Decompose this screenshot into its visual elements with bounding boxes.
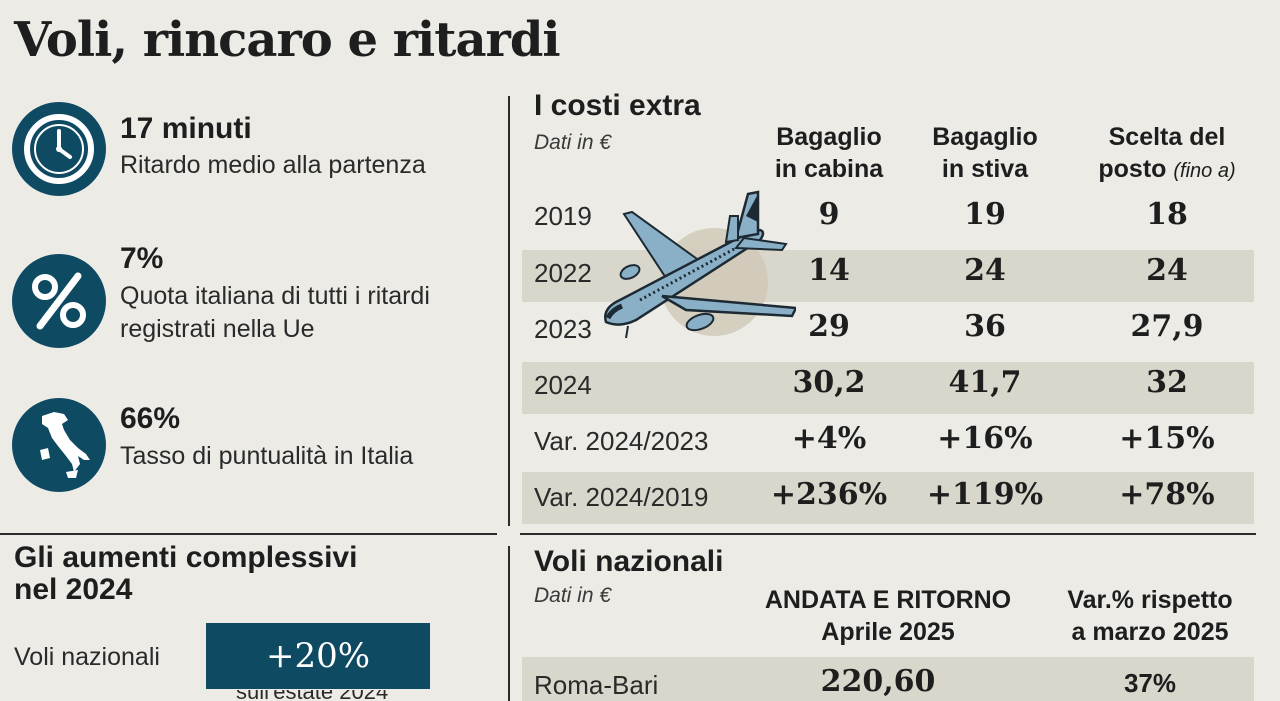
horizontal-divider xyxy=(0,533,497,535)
vertical-divider xyxy=(508,546,510,701)
table-cell: +236% xyxy=(770,477,888,512)
table-cell: +4% xyxy=(791,421,867,456)
table-cell: 29 xyxy=(808,309,850,344)
costs-title: I costi extra xyxy=(534,89,701,122)
row-label: 2024 xyxy=(534,370,592,400)
nazionali-title: Voli nazionali xyxy=(534,545,724,578)
table-cell: 32 xyxy=(1146,365,1188,400)
column-header-andata-ritorno: ANDATA E RITORNO Aprile 2025 xyxy=(764,586,1012,646)
aumenti-label: Voli nazionali xyxy=(14,643,160,671)
page-title: Voli, rincaro e ritardi xyxy=(14,12,561,68)
table-cell: 19 xyxy=(964,197,1006,232)
table-cell: 24 xyxy=(1146,253,1188,288)
stat-value: 17 minuti xyxy=(120,112,252,145)
column-header-cabina: Bagaglio in cabina xyxy=(774,123,884,183)
table-cell: 24 xyxy=(964,253,1006,288)
vertical-divider xyxy=(508,96,510,526)
aumenti-note: sull'estate 2024 xyxy=(236,690,388,701)
table-cell: 9 xyxy=(818,197,840,232)
table-cell: +16% xyxy=(937,421,1033,456)
row-label: 2022 xyxy=(534,258,592,288)
table-cell: 18 xyxy=(1146,197,1188,232)
table-cell: +119% xyxy=(926,477,1044,512)
stat-description: Quota italiana di tutti i ritardi regist… xyxy=(120,282,430,343)
price-cell: 220,60 xyxy=(820,664,936,699)
row-label: 2023 xyxy=(534,314,592,344)
nazionali-subtitle: Dati in € xyxy=(534,584,612,607)
table-row-band xyxy=(522,472,1254,524)
costs-subtitle: Dati in € xyxy=(534,131,612,154)
stat-value: 7% xyxy=(120,242,164,275)
italy-map-icon xyxy=(12,398,106,492)
table-cell: 27,9 xyxy=(1130,309,1204,344)
percent-icon xyxy=(12,254,106,348)
column-header-variazione: Var.% rispetto a marzo 2025 xyxy=(1067,586,1233,646)
column-header-posto: Scelta del posto (fino a) xyxy=(1098,123,1236,183)
table-cell: 30,2 xyxy=(792,365,866,400)
table-cell: 41,7 xyxy=(948,365,1022,400)
table-cell: +78% xyxy=(1119,477,1215,512)
table-cell: 14 xyxy=(808,253,850,288)
aumenti-title: Gli aumenti complessivi nel 2024 xyxy=(14,541,358,606)
table-row-band xyxy=(522,657,1254,701)
table-cell: +15% xyxy=(1119,421,1215,456)
row-label: 2019 xyxy=(534,201,592,231)
stat-description: Tasso di puntualità in Italia xyxy=(120,442,414,470)
route-label: Roma-Bari xyxy=(534,670,659,700)
stat-value: 66% xyxy=(120,402,181,435)
aumenti-value-box: +20% xyxy=(206,623,430,689)
horizontal-divider xyxy=(520,533,1256,535)
row-label: Var. 2024/2023 xyxy=(534,426,709,456)
clock-icon xyxy=(12,102,106,196)
table-cell: 36 xyxy=(964,309,1006,344)
row-label: Var. 2024/2019 xyxy=(534,482,709,512)
stat-description: Ritardo medio alla partenza xyxy=(120,151,426,179)
variation-cell: 37% xyxy=(1123,668,1177,698)
column-header-stiva: Bagaglio in stiva xyxy=(932,123,1038,183)
table-row-band xyxy=(522,362,1254,414)
airplane-icon xyxy=(596,186,798,346)
